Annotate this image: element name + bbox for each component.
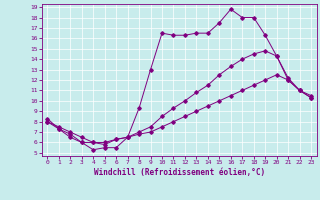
X-axis label: Windchill (Refroidissement éolien,°C): Windchill (Refroidissement éolien,°C) — [94, 168, 265, 177]
